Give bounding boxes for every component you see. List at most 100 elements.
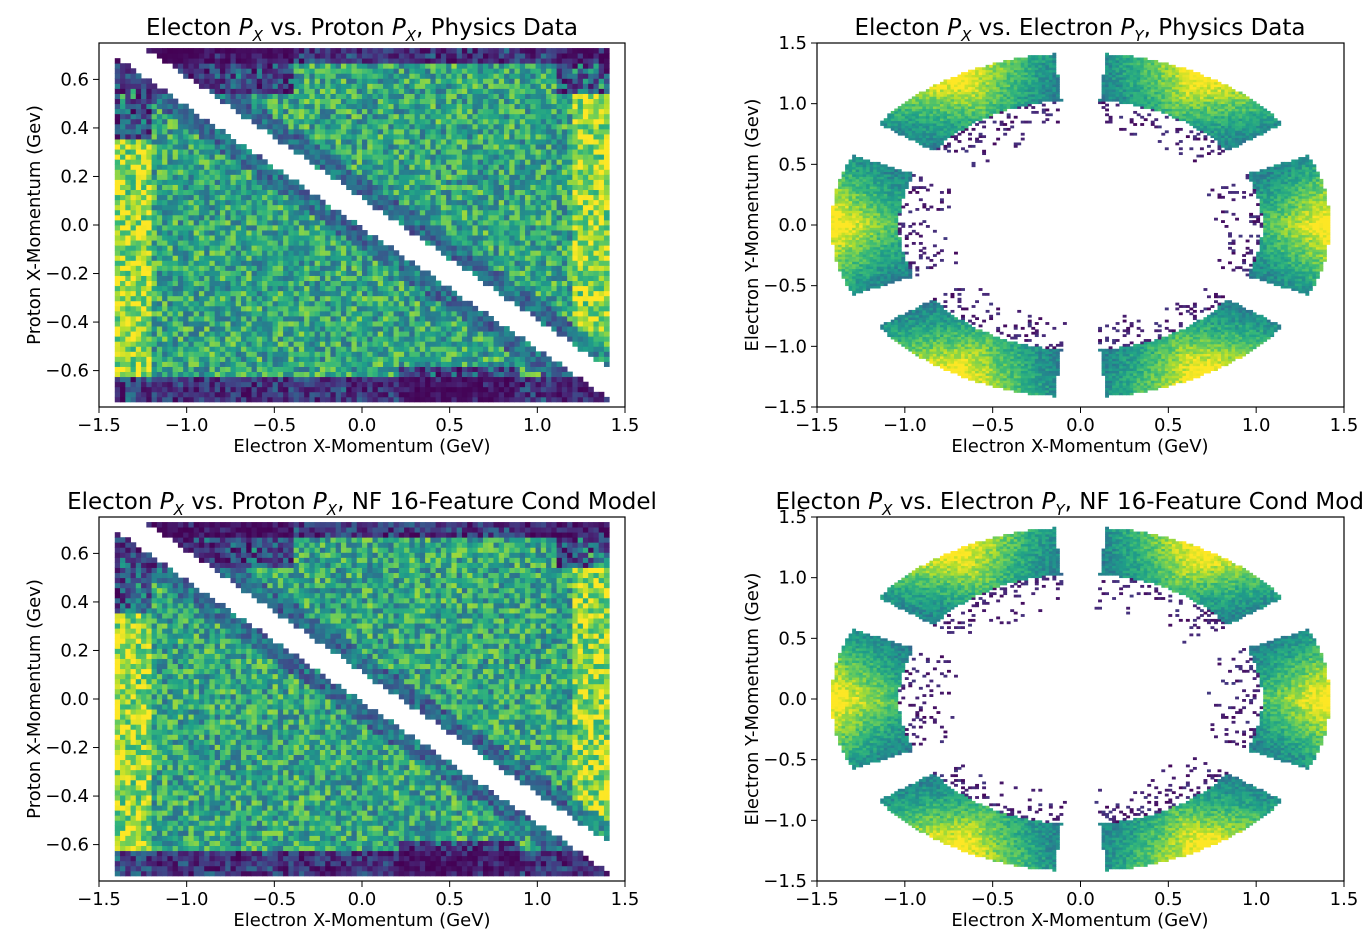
- heatmap-cell: [304, 376, 310, 383]
- heatmap-cell: [488, 169, 494, 175]
- heatmap-cell: [309, 290, 316, 297]
- heatmap-cell: [419, 326, 426, 332]
- heatmap-cell: [367, 113, 373, 120]
- heatmap-cell: [409, 361, 415, 367]
- heatmap-cell: [130, 98, 137, 105]
- heatmap-cell: [346, 128, 352, 135]
- heatmap-cell: [146, 331, 152, 337]
- heatmap-cell: [504, 53, 510, 59]
- heatmap-cell: [246, 341, 252, 347]
- heatmap-cell: [193, 366, 200, 373]
- heatmap-cell: [362, 356, 368, 362]
- heatmap-cell: [456, 366, 463, 373]
- heatmap-cell: [251, 295, 258, 302]
- heatmap-cell: [188, 123, 195, 130]
- heatmap-cell: [393, 174, 400, 180]
- heatmap-cell: [162, 310, 168, 317]
- heatmap-cell: [319, 326, 326, 332]
- heatmap-cell: [167, 260, 174, 266]
- heatmap-cell: [151, 326, 158, 332]
- heatmap-cell: [225, 134, 231, 140]
- heatmap-cell: [330, 225, 337, 231]
- heatmap-cell: [235, 250, 242, 256]
- heatmap-cell: [456, 356, 463, 362]
- heatmap-cell: [193, 214, 200, 221]
- heatmap-cell: [241, 149, 247, 155]
- heatmap-cell: [120, 154, 126, 160]
- heatmap-cell: [456, 93, 463, 100]
- heatmap-cell: [225, 351, 231, 357]
- heatmap-cell: [241, 98, 247, 105]
- heatmap-cell: [519, 341, 526, 347]
- heatmap-cell: [472, 48, 479, 54]
- heatmap-cell: [467, 103, 473, 110]
- heatmap-cell: [346, 300, 352, 307]
- heatmap-cell: [272, 341, 279, 347]
- heatmap-cell: [377, 169, 384, 175]
- heatmap-cell: [177, 103, 184, 110]
- heatmap-cell: [162, 128, 168, 135]
- heatmap-cell: [130, 219, 137, 226]
- heatmap-cell: [461, 199, 468, 206]
- heatmap-cell: [251, 83, 258, 89]
- heatmap-cell: [225, 250, 231, 256]
- heatmap-cell: [356, 149, 363, 155]
- heatmap-cell: [362, 245, 368, 251]
- heatmap-cell: [346, 164, 352, 170]
- heatmap-cell: [204, 316, 210, 322]
- heatmap-cell: [204, 250, 210, 256]
- heatmap-cell: [472, 164, 479, 170]
- heatmap-cell: [172, 113, 179, 120]
- heatmap-cell: [193, 351, 200, 357]
- heatmap-cell: [314, 260, 321, 266]
- heatmap-cell: [509, 128, 515, 135]
- heatmap-cell: [209, 128, 216, 135]
- heatmap-cell: [209, 240, 216, 246]
- heatmap-cell: [225, 199, 231, 206]
- heatmap-cell: [367, 194, 373, 201]
- heatmap-cell: [209, 134, 216, 140]
- heatmap-cell: [225, 209, 231, 216]
- heatmap-cell: [425, 295, 431, 302]
- heatmap-cell: [498, 134, 505, 140]
- heatmap-cell: [488, 98, 494, 105]
- heatmap-cell: [467, 351, 473, 357]
- heatmap-cell: [267, 98, 273, 105]
- heatmap-cell: [135, 396, 142, 403]
- heatmap-cell: [482, 230, 489, 236]
- heatmap-cell: [367, 184, 373, 191]
- heatmap-cell: [162, 240, 168, 246]
- heatmap-cell: [362, 386, 368, 393]
- heatmap-cell: [383, 346, 389, 352]
- heatmap-cell: [283, 88, 289, 94]
- heatmap-cell: [262, 280, 268, 287]
- heatmap-cell: [283, 310, 289, 317]
- heatmap-cell: [246, 48, 252, 54]
- heatmap-cell: [362, 381, 368, 388]
- heatmap-cell: [393, 300, 400, 307]
- heatmap-cell: [467, 356, 473, 362]
- heatmap-cell: [467, 396, 473, 403]
- heatmap-cell: [440, 366, 447, 373]
- heatmap-cell: [435, 93, 442, 100]
- heatmap-cell: [193, 113, 200, 120]
- heatmap-cell: [309, 240, 316, 246]
- heatmap-cell: [172, 336, 179, 342]
- heatmap-cell: [335, 53, 342, 59]
- heatmap-cell: [393, 396, 400, 403]
- heatmap-cell: [214, 73, 221, 79]
- heatmap-cell: [519, 260, 526, 266]
- heatmap-cell: [367, 356, 373, 362]
- heatmap-cell: [482, 346, 489, 352]
- heatmap-cell: [509, 159, 515, 165]
- heatmap-cell: [467, 265, 473, 271]
- heatmap-cell: [283, 63, 289, 69]
- heatmap-cell: [277, 68, 284, 74]
- heatmap-cell: [235, 240, 242, 246]
- heatmap-cell: [198, 230, 205, 236]
- heatmap-cell: [125, 316, 131, 322]
- heatmap-cell: [262, 250, 268, 256]
- heatmap-cell: [409, 290, 415, 297]
- heatmap-cell: [172, 230, 179, 236]
- heatmap-cell: [283, 280, 289, 287]
